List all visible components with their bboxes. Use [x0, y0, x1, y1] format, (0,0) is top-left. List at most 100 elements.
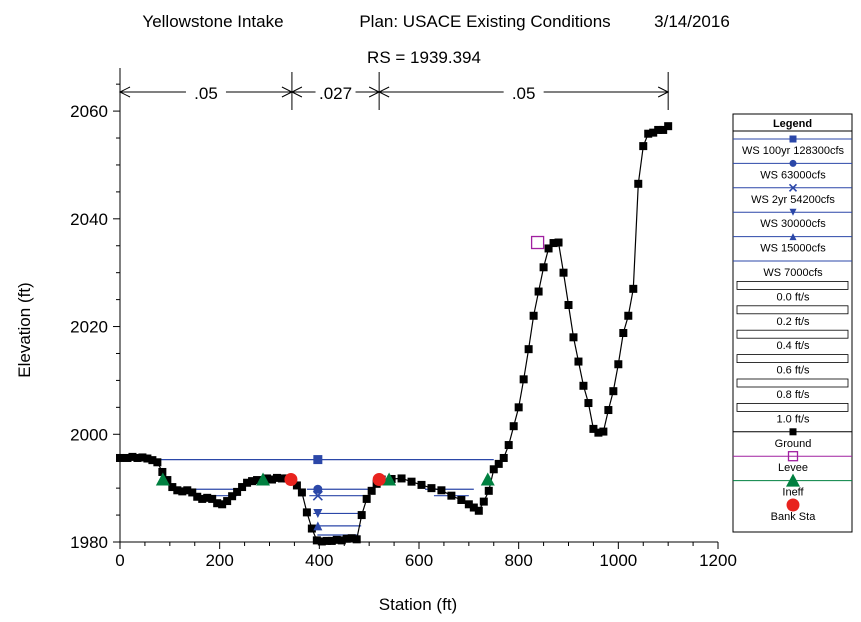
header-project: Yellowstone Intake — [142, 12, 283, 31]
ground-point — [649, 128, 658, 137]
x-tick-label: 0 — [115, 551, 124, 570]
ground-point — [198, 494, 207, 503]
legend-velocity-swatch — [736, 305, 849, 315]
x-tick-label: 1200 — [699, 551, 737, 570]
ground-point — [544, 244, 553, 253]
ineffective-marker — [382, 472, 397, 486]
legend-entry-label: 0.6 ft/s — [776, 365, 810, 377]
legend-entry-label: WS 7000cfs — [763, 267, 823, 279]
ground-point — [238, 483, 247, 492]
ground-point — [158, 467, 167, 476]
ground-point — [342, 534, 351, 543]
ground-point — [654, 125, 663, 134]
ground-point — [233, 487, 242, 496]
ground-point — [367, 486, 376, 495]
ineffective-marker — [480, 472, 495, 486]
legend-entry-label: Ground — [775, 438, 812, 450]
mannings-n-label: .05 — [512, 84, 536, 103]
header-plan: Plan: USACE Existing Conditions — [359, 12, 610, 31]
x-tick-label: 800 — [504, 551, 532, 570]
ground-point — [218, 500, 227, 509]
legend-marker — [789, 159, 797, 167]
ground-point — [397, 474, 406, 483]
ground-point — [437, 486, 446, 495]
ground-point — [153, 458, 162, 467]
legend-marker — [786, 473, 800, 487]
ws-marker — [313, 521, 323, 531]
ground-point — [519, 375, 528, 384]
legend-velocity-swatch — [736, 402, 849, 412]
chart-title: RS = 1939.394 — [367, 48, 481, 67]
ground-point — [352, 535, 361, 544]
ground-point — [589, 424, 598, 433]
ground-point — [624, 311, 633, 320]
header-date: 3/14/2016 — [654, 12, 730, 31]
ground-point — [243, 478, 252, 487]
ground-point — [427, 484, 436, 493]
ground-point — [183, 486, 192, 495]
ground-point — [138, 453, 147, 462]
ground-point — [509, 422, 518, 431]
ground-point — [332, 535, 341, 544]
ground-point — [163, 476, 172, 485]
ground-point — [322, 536, 331, 545]
ground-point — [447, 491, 456, 500]
mannings-n-label: .027 — [319, 84, 352, 103]
ground-point — [469, 503, 478, 512]
legend-entry-label: 0.4 ft/s — [776, 340, 810, 352]
ground-point — [302, 508, 311, 517]
legend-entry-label: 0.0 ft/s — [776, 291, 810, 303]
ground-point — [457, 495, 466, 504]
legend: Legend WS 100yr 128300cfs WS 63000cfs WS 2y… — [732, 113, 853, 533]
x-tick-label: 200 — [205, 551, 233, 570]
mannings-arrowhead — [290, 86, 303, 98]
mannings-arrowhead — [657, 86, 670, 98]
ground-point — [574, 357, 583, 366]
ground-point — [609, 387, 618, 396]
ground-point — [604, 406, 613, 415]
ground-point — [203, 493, 212, 502]
ground-point — [253, 476, 262, 485]
ground-point — [148, 456, 157, 465]
legend-box — [732, 113, 853, 533]
ground-point — [208, 494, 217, 503]
ground-point — [312, 536, 321, 545]
ground-point — [664, 122, 673, 131]
ground-point — [292, 481, 301, 490]
water-surface-lines — [120, 458, 494, 536]
ground-point — [614, 360, 623, 369]
legend-entry-label: Ineff — [782, 487, 804, 499]
ground-point — [644, 129, 653, 138]
ground-point — [634, 179, 643, 188]
y-axis-label: Elevation (ft) — [15, 282, 34, 377]
ground-point — [499, 453, 508, 462]
ground-point — [534, 287, 543, 296]
legend-title: Legend — [773, 118, 812, 130]
ineffective-marker — [155, 472, 170, 486]
y-tick-label: 2060 — [70, 102, 108, 121]
ground-point — [267, 475, 276, 484]
ws-marker — [313, 508, 323, 518]
legend-marker — [788, 183, 798, 192]
y-tick-label: 1980 — [70, 533, 108, 552]
legend-entry-label: WS 2yr 54200cfs — [751, 194, 835, 206]
station-symbols — [155, 235, 545, 531]
y-tick-label: 2000 — [70, 425, 108, 444]
ground-point — [629, 284, 638, 293]
ground-point — [659, 125, 668, 134]
y-tick-label: 2040 — [70, 210, 108, 229]
ground-point — [297, 488, 306, 497]
ground-point — [564, 301, 573, 309]
x-tick-label: 400 — [305, 551, 333, 570]
ground-point — [248, 477, 257, 486]
ground-point — [178, 487, 187, 496]
ground-point — [327, 536, 336, 545]
ground-point — [357, 511, 366, 520]
ground-point — [347, 534, 356, 543]
ground-point — [116, 453, 124, 462]
ground-point — [539, 263, 548, 272]
levee-marker — [530, 235, 545, 250]
legend-marker — [786, 498, 800, 512]
axes: 0 200 400 600 800 1000 1200 1980 2000 2020 2040 206… — [70, 68, 737, 570]
legend-velocity-swatch — [736, 329, 849, 339]
